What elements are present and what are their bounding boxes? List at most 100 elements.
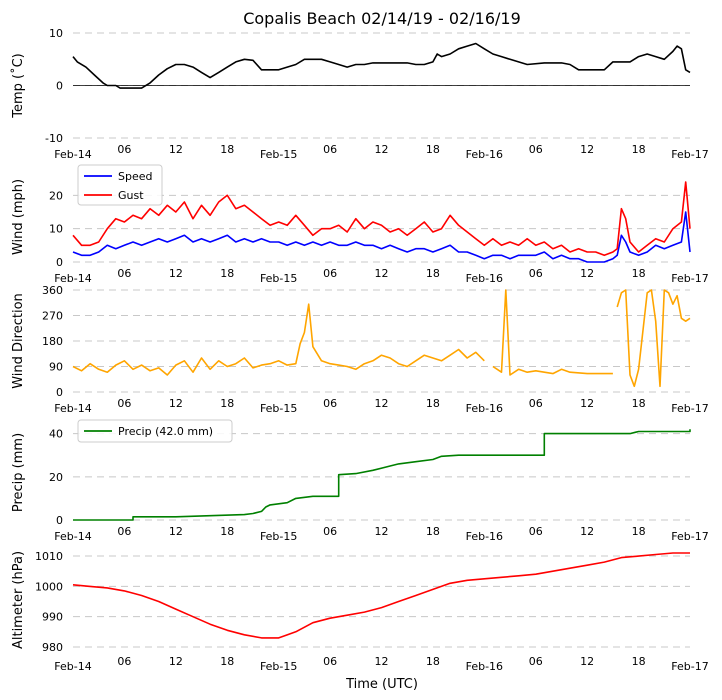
x-tick-label-temp: Feb-15 <box>260 148 297 161</box>
x-tick-label-alt: 12 <box>375 655 389 668</box>
x-tick-label-temp: Feb-16 <box>466 148 503 161</box>
panel-temp: -10 0 10 Temp (˚C) Feb-14 06 12 18 Feb-15 06 12 18 F… <box>10 27 709 161</box>
x-tick-label-precip: Feb-14 <box>54 530 91 543</box>
x-tick-label-precip: 12 <box>169 525 183 538</box>
x-tick-label-temp: 06 <box>529 143 543 156</box>
x-tick-label-wind: 12 <box>169 267 183 280</box>
y-tick-label-precip: 40 <box>49 428 63 441</box>
y-tick-label-alt: 990 <box>42 611 63 624</box>
y-tick-label-wind: 10 <box>49 223 63 236</box>
series-line-direction <box>72 303 485 376</box>
legend-label: Speed <box>118 170 152 183</box>
x-tick-label-temp: 06 <box>323 143 337 156</box>
x-tick-label-alt: 06 <box>117 655 131 668</box>
series-line-temp <box>72 42 691 89</box>
y-tick-label-temp: 0 <box>56 80 63 93</box>
x-tick-label-alt: 12 <box>580 655 594 668</box>
x-tick-label-dir: 06 <box>323 397 337 410</box>
y-tick-label-precip: 20 <box>49 471 63 484</box>
x-tick-label-precip: Feb-16 <box>466 530 503 543</box>
x-tick-label-temp: Feb-14 <box>54 148 91 161</box>
x-tick-label-dir: 18 <box>632 397 646 410</box>
x-tick-label-wind: Feb-17 <box>671 272 708 285</box>
x-tick-label-precip: 18 <box>220 525 234 538</box>
x-tick-label-wind: 18 <box>632 267 646 280</box>
x-tick-label-wind: 06 <box>529 267 543 280</box>
x-tick-label-wind: Feb-15 <box>260 272 297 285</box>
x-tick-label-alt: 12 <box>169 655 183 668</box>
x-tick-label-temp: Feb-17 <box>671 148 708 161</box>
x-tick-label-wind: 12 <box>375 267 389 280</box>
x-tick-label-alt: Feb-15 <box>260 660 297 673</box>
x-tick-label-temp: 12 <box>375 143 389 156</box>
x-tick-label-precip: Feb-17 <box>671 530 708 543</box>
x-tick-label-alt: 18 <box>426 655 440 668</box>
x-tick-label-wind: 06 <box>323 267 337 280</box>
legend-label: Precip (42.0 mm) <box>118 425 213 438</box>
x-tick-label-alt: Feb-14 <box>54 660 91 673</box>
x-tick-label-dir: 06 <box>117 397 131 410</box>
y-tick-label-wind: 0 <box>56 256 63 269</box>
y-axis-label-temp: Temp (˚C) <box>10 53 26 119</box>
series-line-direction <box>492 289 613 376</box>
x-tick-label-wind: 06 <box>117 267 131 280</box>
x-tick-label-temp: 18 <box>426 143 440 156</box>
x-tick-label-wind: Feb-16 <box>466 272 503 285</box>
panel-altimeter: 980 990 1000 1010 Altimeter (hPa) Feb-14 06 12 1… <box>11 550 709 673</box>
x-tick-label-alt: 06 <box>529 655 543 668</box>
x-tick-label-wind: Feb-14 <box>54 272 91 285</box>
x-tick-label-dir: Feb-15 <box>260 402 297 415</box>
x-tick-label-temp: 12 <box>169 143 183 156</box>
x-tick-label-alt: 06 <box>323 655 337 668</box>
x-tick-label-temp: 12 <box>580 143 594 156</box>
x-tick-label-temp: 18 <box>632 143 646 156</box>
x-tick-label-dir: 12 <box>169 397 183 410</box>
x-tick-label-precip: Feb-15 <box>260 530 297 543</box>
y-tick-label-alt: 1010 <box>35 550 63 563</box>
x-tick-label-wind: 18 <box>220 267 234 280</box>
x-tick-label-alt: 18 <box>220 655 234 668</box>
panel-wind: 0 10 20 Wind (mph) Feb-14 06 12 18 Feb-15 06 12 18 F… <box>11 164 709 285</box>
y-tick-label-dir: 270 <box>42 310 63 323</box>
x-tick-label-precip: 06 <box>323 525 337 538</box>
x-tick-label-dir: Feb-14 <box>54 402 91 415</box>
series-line-precip-42-0-mm <box>73 429 691 521</box>
x-tick-label-dir: Feb-17 <box>671 402 708 415</box>
series-line-direction <box>616 289 691 388</box>
y-tick-label-dir: 360 <box>42 284 63 297</box>
x-axis-label: Time (UTC) <box>345 677 418 692</box>
chart-title: Copalis Beach 02/14/19 - 02/16/19 <box>243 9 521 28</box>
y-tick-label-precip: 0 <box>56 514 63 527</box>
panel-precip: 0 20 40 Precip (mm) Feb-14 06 12 18 Feb-15 06 12 18… <box>11 419 709 543</box>
y-axis-label-wind: Wind (mph) <box>11 179 26 255</box>
x-tick-label-temp: 18 <box>220 143 234 156</box>
y-tick-label-alt: 1000 <box>35 580 63 593</box>
x-tick-label-alt: 18 <box>632 655 646 668</box>
panel-direction: 0 90 180 270 360 Wind Direction Feb-14 06 12 18 Fe… <box>11 284 709 415</box>
y-tick-label-alt: 980 <box>42 641 63 654</box>
legend-box-precip <box>77 419 233 443</box>
legend-label: Gust <box>118 189 144 202</box>
series-line-speed <box>72 211 691 263</box>
x-tick-label-precip: 12 <box>375 525 389 538</box>
y-axis-label-precip: Precip (mm) <box>11 433 26 512</box>
y-tick-label-dir: 90 <box>49 361 63 374</box>
series-line-altimeter <box>72 552 690 639</box>
x-tick-label-dir: Feb-16 <box>466 402 503 415</box>
x-tick-label-wind: 12 <box>580 267 594 280</box>
x-tick-label-precip: 06 <box>117 525 131 538</box>
x-tick-label-precip: 18 <box>632 525 646 538</box>
x-tick-label-dir: 18 <box>426 397 440 410</box>
series-line-gust <box>72 181 691 257</box>
y-tick-label-dir: 180 <box>42 335 63 348</box>
x-tick-label-dir: 18 <box>220 397 234 410</box>
x-tick-label-dir: 06 <box>529 397 543 410</box>
x-tick-label-alt: Feb-17 <box>671 660 708 673</box>
x-tick-label-temp: 06 <box>117 143 131 156</box>
x-tick-label-dir: 12 <box>375 397 389 410</box>
x-tick-label-precip: 06 <box>529 525 543 538</box>
x-tick-label-dir: 12 <box>580 397 594 410</box>
y-tick-label-temp: 10 <box>49 27 63 40</box>
x-tick-label-precip: 18 <box>426 525 440 538</box>
